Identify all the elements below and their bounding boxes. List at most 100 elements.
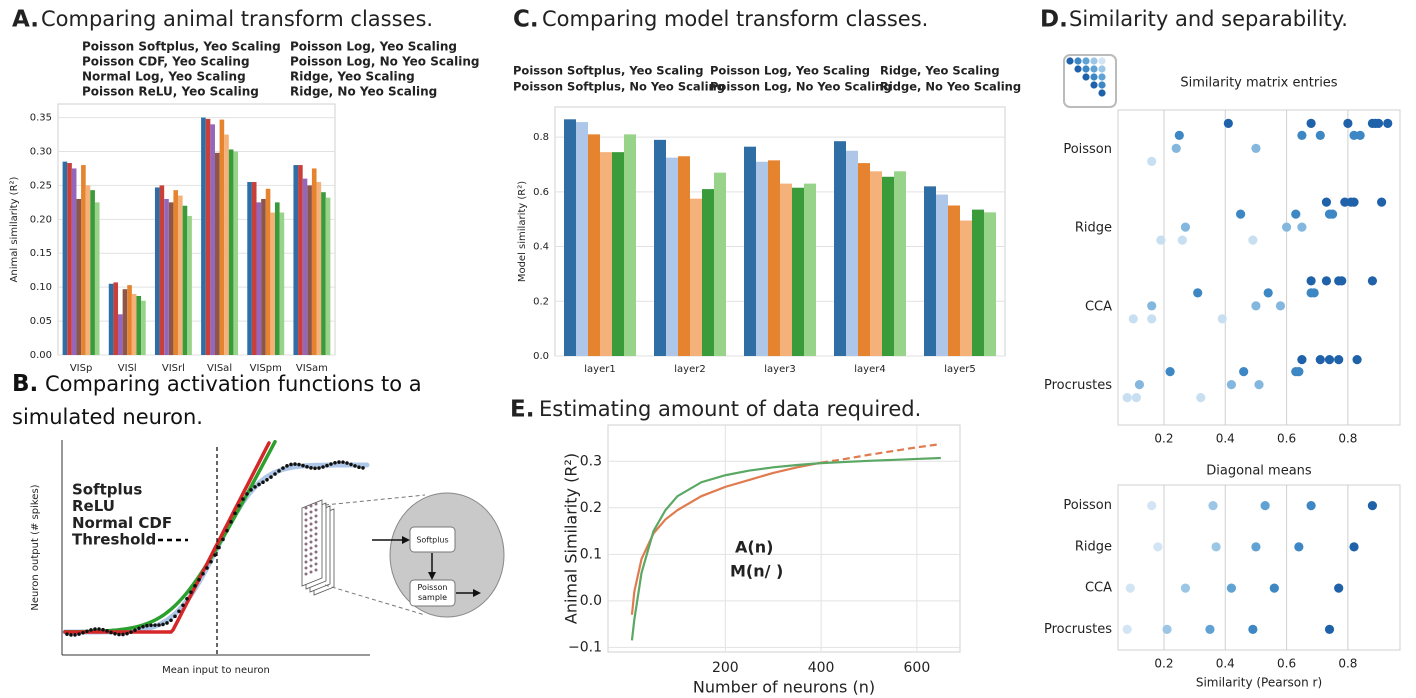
point [1224,119,1233,128]
sample-dot [141,625,145,629]
bar [169,202,174,355]
matrix-icon-dot [1082,57,1089,64]
card-dot [305,561,308,564]
bar [275,202,280,355]
bar [233,151,238,355]
sample-dot [261,480,265,484]
sample-dot [281,466,285,470]
x-tick-label: 0.2 [1154,432,1173,446]
sample-dot [169,618,173,622]
bar [298,165,303,355]
sample-dot [313,466,317,470]
point [1368,276,1377,285]
sample-dot [137,626,141,630]
bar [768,160,780,356]
chart: 0.000.050.100.150.200.250.300.35VISpVISl… [0,0,1416,698]
sample-dot [305,465,309,469]
x-tick-label: layer5 [944,364,975,375]
sample-dot [221,538,225,542]
card-dot [315,509,318,512]
y-tick-label: 0.4 [533,242,549,253]
bar [229,149,234,355]
sample-dot [101,628,105,632]
matrix-icon-dot [1082,65,1089,72]
card-dot [315,533,318,536]
matrix-icon-dot [1098,89,1105,96]
card-dot [315,503,318,506]
panel-label: E. [510,397,534,423]
point [1175,131,1184,140]
sample-dot [253,485,257,489]
point [1132,393,1141,402]
bar [113,282,118,355]
point [1383,119,1392,128]
point [1349,198,1358,207]
point [1123,393,1132,402]
sample-dot [125,632,129,636]
point [1334,584,1343,593]
card-dot [310,571,313,574]
matrix-icon-dot [1090,81,1097,88]
legend-label: Poisson CDF, Yeo Scaling [82,55,250,69]
sample-dot [105,629,109,633]
bar [141,301,146,355]
point [1270,584,1279,593]
y-axis-label: Animal Similarity (R²) [562,453,581,624]
card-dot [315,521,318,524]
subplot-title: Similarity matrix entries [1180,76,1337,91]
y-tick-label: 0.35 [30,113,52,124]
matrix-icon-dot [1090,65,1097,72]
bar [948,206,960,356]
sample-dot [337,460,341,464]
point [1181,584,1190,593]
legend-label: Softplus [72,481,142,499]
point [1307,276,1316,285]
bar [67,163,72,355]
sample-dot [345,461,349,465]
point [1239,367,1248,376]
figure: 0.000.050.100.150.200.250.300.35VISpVISl… [0,0,1416,698]
legend-label: Poisson Log, No Yeo Scaling [710,80,892,94]
y-tick-label: 0.1 [580,546,602,562]
bar [303,179,308,355]
point [1227,380,1236,389]
matrix-icon-dot [1090,73,1097,80]
bar [123,289,128,355]
point [1147,157,1156,166]
card-dot [310,559,313,562]
point [1282,223,1291,232]
bar [210,124,215,355]
matrix-icon-dot [1074,57,1081,64]
card-dot [315,557,318,560]
sample-dot [265,478,269,482]
card-dot [305,549,308,552]
x-tick-label: 0.6 [1277,432,1296,446]
x-tick-label: 0.2 [1154,657,1173,671]
x-axis-label: Similarity (Pearson r) [1196,676,1322,690]
point [1264,288,1273,297]
card-dot [310,511,313,514]
card-dot [310,535,313,538]
bar [76,199,81,355]
bar [870,171,882,356]
card-dot [305,543,308,546]
sample-dot [285,464,289,468]
bar [206,119,211,355]
bar [666,158,678,356]
bar [86,185,91,355]
subplot-title: Diagonal means [1206,464,1312,479]
sample-dot [129,630,133,634]
bar [714,173,726,356]
bar [576,122,588,356]
card-dot [305,555,308,558]
y-axis-label: Neuron output (# spikes) [30,484,41,610]
x-tick-label: 400 [808,660,835,676]
point [1368,501,1377,510]
bar [247,182,252,355]
sample-dot [153,623,157,627]
sample-dot [157,623,161,627]
point [1328,210,1337,219]
card-dot [315,551,318,554]
point [1156,236,1165,245]
y-tick-label: 0.3 [580,453,602,469]
